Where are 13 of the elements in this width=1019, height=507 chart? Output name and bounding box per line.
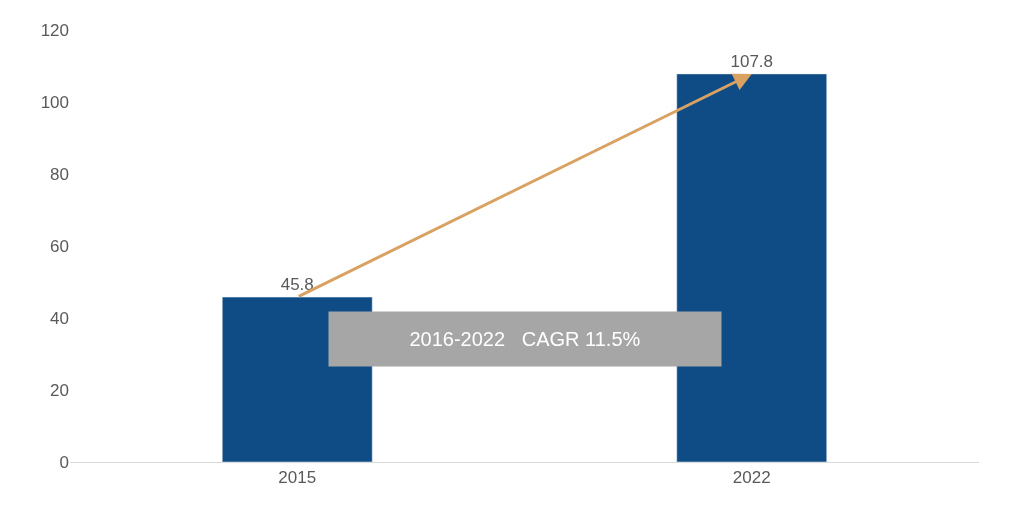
y-tick-label: 100 [40, 92, 69, 112]
y-tick-label: 0 [59, 452, 69, 472]
data-label: 107.8 [730, 51, 774, 71]
data-label: 45.8 [280, 275, 314, 295]
y-tick-label: 40 [50, 308, 69, 328]
annotation: 2016-2022 CAGR 11.5% [409, 328, 641, 350]
x-tick-label: 2022 [732, 468, 771, 488]
y-tick-label: 20 [50, 380, 69, 400]
x-tick-label: 2015 [278, 468, 317, 488]
y-tick-label: 120 [40, 20, 69, 40]
y-tick-label: 60 [50, 236, 69, 256]
note-box: 2016-2022 CAGR 11.5% [328, 311, 722, 367]
y-tick-label: 80 [50, 164, 69, 184]
